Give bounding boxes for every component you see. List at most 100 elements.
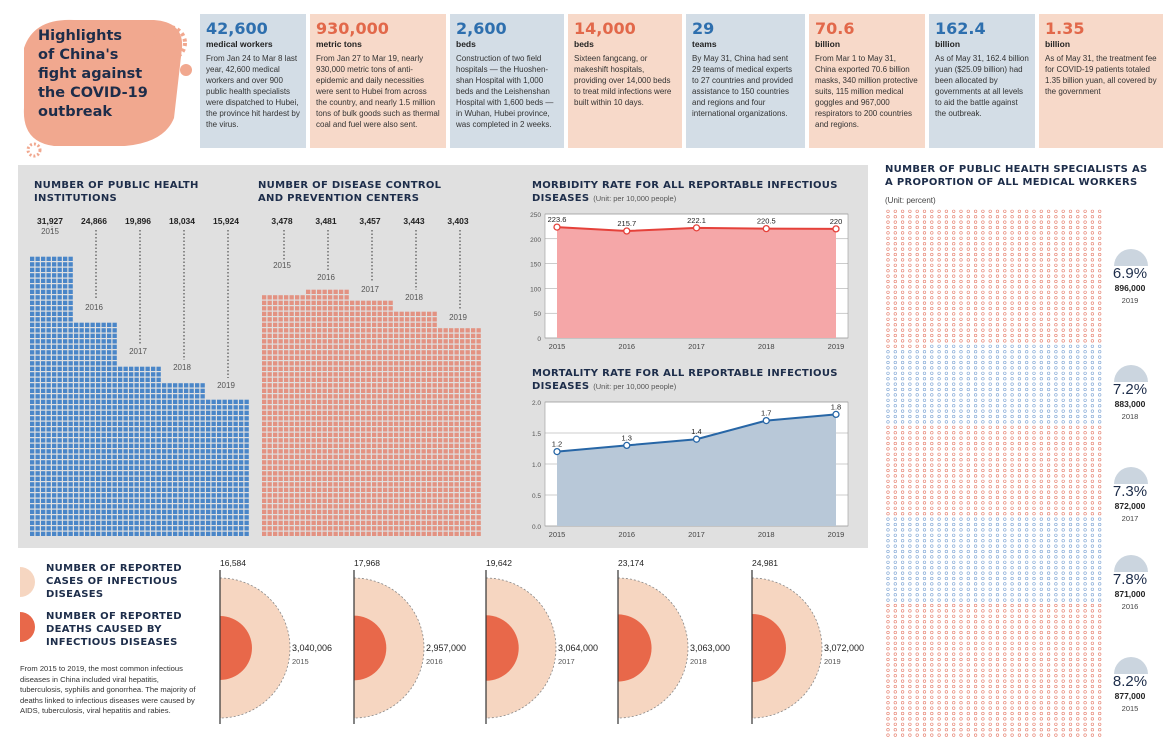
waffle-square [333,531,338,536]
person-icon [1076,247,1080,251]
waffle-square [46,482,51,487]
waffle-square [90,372,95,377]
waffle-square [244,520,249,525]
waffle-square [63,487,68,492]
waffle-square [140,438,145,443]
person-icon [1047,231,1051,235]
waffle-square [63,377,68,382]
waffle-square [405,355,410,360]
person-icon [1090,425,1094,429]
person-icon [1025,458,1029,462]
person-icon [922,339,927,343]
waffle-square [278,427,283,432]
waffle-square [284,355,289,360]
waffle-square [311,350,316,355]
person-icon [1054,215,1058,219]
waffle-square [267,531,272,536]
person-icon [915,296,919,300]
person-icon [1039,468,1043,473]
waffle-square [184,454,189,459]
waffle-square [421,405,426,410]
waffle-square [449,454,454,459]
waffle-square [339,498,344,503]
waffle-square [233,405,238,410]
person-icon [1003,225,1007,230]
waffle-square [416,526,421,531]
waffle-square [79,339,84,344]
waffle-square [306,328,311,333]
person-icon [988,301,992,305]
waffle-square [284,432,289,437]
person-icon [1090,366,1094,370]
waffle-square [476,471,481,476]
person-icon [1003,290,1007,294]
person-icon [952,333,956,338]
waffle-square [273,405,278,410]
waffle-square [465,383,470,388]
waffle-square [449,432,454,437]
waffle-square [443,520,448,525]
waffle-square [460,328,465,333]
person-icon [981,231,985,235]
person-icon [988,274,992,278]
waffle-square [41,465,46,470]
person-icon [893,231,897,235]
waffle-square [454,520,459,525]
person-icon [995,344,1000,348]
waffle-square [438,416,443,421]
person-icon [930,458,934,462]
waffle-square [30,295,35,300]
waffle-square [344,350,349,355]
person-icon [952,220,956,224]
waffle-square [57,487,62,492]
waffle-square [339,339,344,344]
waffle-square [300,427,305,432]
person-icon [893,296,897,300]
person-icon [886,371,890,375]
waffle-square [30,328,35,333]
waffle-square [41,339,46,344]
person-icon [1090,458,1094,462]
person-icon [1083,414,1087,419]
waffle-square [405,333,410,338]
waffle-square [112,361,117,366]
person-icon [886,312,890,316]
waffle-square [129,432,134,437]
person-icon [952,306,956,311]
person-icon [1098,404,1102,408]
person-icon [1068,350,1073,354]
waffle-square [267,454,272,459]
waffle-square [233,531,238,536]
waffle-square [405,504,410,509]
waffle-square [306,355,311,360]
person-icon [1083,220,1087,224]
person-icon [988,512,992,516]
waffle-square [74,509,79,514]
waffle-square [284,405,289,410]
waffle-square [211,405,216,410]
waffle-square [344,476,349,481]
waffle-square [388,498,393,503]
waffle-square [432,498,437,503]
waffle-square [306,289,311,294]
waffle-square [306,388,311,393]
person-icon [893,252,897,257]
person-icon [1032,371,1036,375]
waffle-square [465,394,470,399]
waffle-square [211,531,216,536]
person-icon [1003,242,1007,246]
waffle-square [339,421,344,426]
waffle-square [129,531,134,536]
person-icon [959,495,963,500]
waffle-square [443,526,448,531]
waffle-square [68,278,73,283]
waffle-square [178,432,183,437]
waffle-square [145,493,150,498]
waffle-square [267,377,272,382]
person-icon [922,263,927,267]
waffle-square [30,284,35,289]
waffle-square [311,493,316,498]
data-point [553,447,561,456]
waffle-square [383,350,388,355]
person-icon [901,317,905,321]
